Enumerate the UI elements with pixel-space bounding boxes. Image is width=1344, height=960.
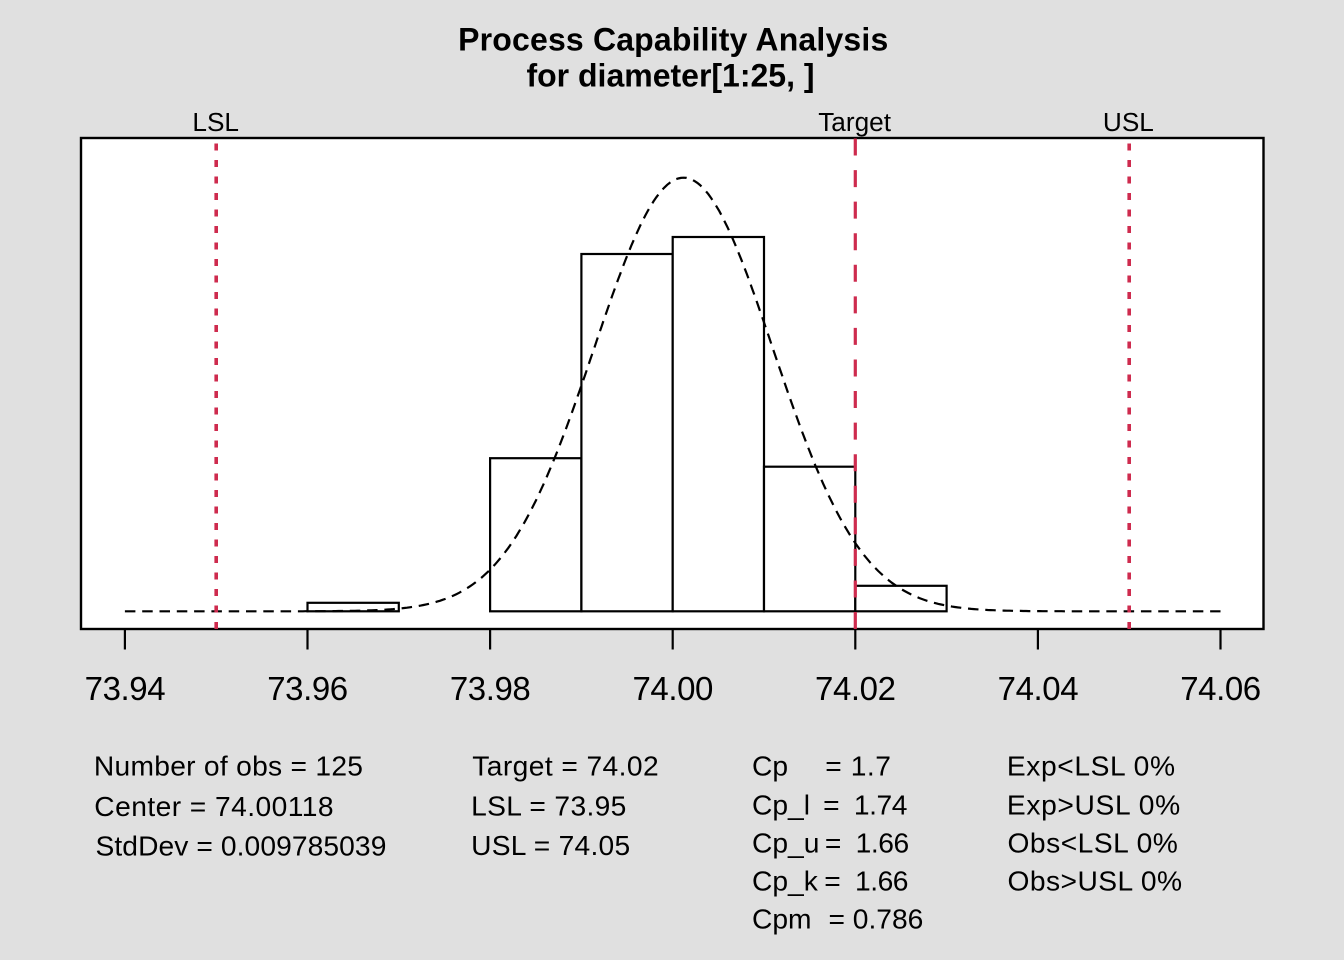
svg-text:= 1.66: = 1.66 bbox=[825, 827, 909, 859]
svg-text:Exp>USL 0%: Exp>USL 0% bbox=[1007, 789, 1181, 821]
svg-text:= 1.66: = 1.66 bbox=[824, 865, 908, 897]
svg-text:74.06: 74.06 bbox=[1180, 670, 1260, 707]
svg-text:74.02: 74.02 bbox=[815, 670, 895, 707]
svg-text:StdDev = 0.009785039: StdDev = 0.009785039 bbox=[96, 830, 387, 862]
svg-text:74.00: 74.00 bbox=[632, 670, 713, 707]
svg-text:Center = 74.00118: Center = 74.00118 bbox=[94, 790, 334, 822]
svg-text:USL: USL bbox=[1103, 107, 1154, 137]
svg-text:Cpm: Cpm bbox=[752, 903, 812, 935]
svg-text:73.98: 73.98 bbox=[450, 670, 530, 707]
svg-text:= 0.786: = 0.786 bbox=[829, 903, 924, 935]
svg-text:73.96: 73.96 bbox=[267, 670, 347, 707]
svg-text:Cp_u: Cp_u bbox=[752, 827, 819, 859]
svg-text:= 1.74: = 1.74 bbox=[823, 789, 907, 821]
svg-text:LSL: LSL bbox=[192, 107, 239, 137]
svg-text:Obs>USL 0%: Obs>USL 0% bbox=[1008, 865, 1183, 897]
svg-text:Cp_k: Cp_k bbox=[752, 865, 819, 897]
svg-text:Number of obs = 125: Number of obs = 125 bbox=[94, 750, 363, 782]
svg-text:73.94: 73.94 bbox=[85, 670, 166, 707]
svg-text:Process Capability Analysis: Process Capability Analysis bbox=[458, 21, 888, 57]
svg-text:LSL = 73.95: LSL = 73.95 bbox=[471, 790, 627, 822]
svg-text:Target: Target bbox=[818, 107, 892, 137]
svg-text:Cp: Cp bbox=[752, 750, 788, 782]
svg-text:Target = 74.02: Target = 74.02 bbox=[472, 749, 659, 781]
svg-text:Obs<LSL 0%: Obs<LSL 0% bbox=[1008, 827, 1179, 859]
svg-text:= 1.7: = 1.7 bbox=[825, 750, 891, 782]
svg-text:for diameter[1:25, ]: for diameter[1:25, ] bbox=[526, 57, 814, 93]
svg-text:Cp_l: Cp_l bbox=[752, 789, 810, 821]
svg-text:Exp<LSL 0%: Exp<LSL 0% bbox=[1007, 750, 1176, 782]
svg-text:USL = 74.05: USL = 74.05 bbox=[471, 829, 630, 861]
svg-text:74.04: 74.04 bbox=[998, 670, 1079, 707]
